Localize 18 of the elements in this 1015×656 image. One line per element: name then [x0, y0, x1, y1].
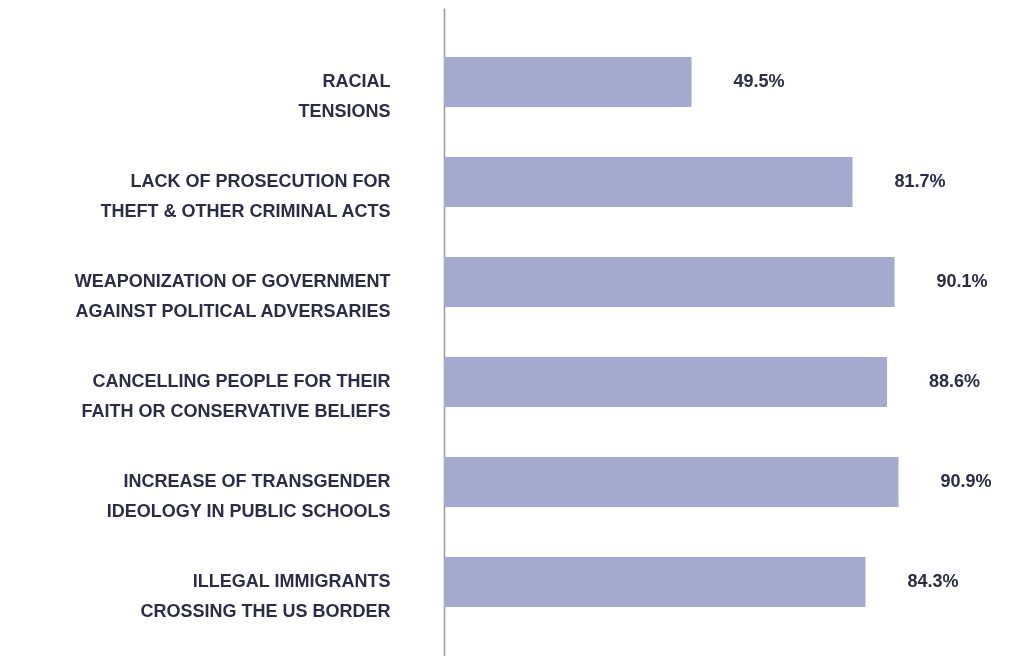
data-label: 90.9% [940, 471, 992, 491]
y-tick-label: LACK OF PROSECUTION FOR THEFT & OTHER CRIMINAL ACTS [100, 171, 391, 221]
data-label: 84.3% [907, 571, 959, 591]
y-tick-label: ILLEGAL IMMIGRANTS CROSSING THE US BORDER [140, 571, 391, 621]
bar [444, 557, 866, 607]
bar [444, 457, 899, 507]
data-label: 81.7% [894, 171, 946, 191]
y-tick-label: WEAPONIZATION OF GOVERNMENT AGAINST POLITICAL ADVERSARIES [74, 271, 391, 321]
y-tick-label: INCREASE OF TRANSGENDER IDEOLOGY IN PUBLIC SCHOOLS [106, 471, 391, 521]
y-tick-label: CANCELLING PEOPLE FOR THEIR FAITH OR CONSERVATIVE BELIEFS [81, 371, 391, 421]
bar [444, 357, 887, 407]
data-label: 90.1% [936, 271, 988, 291]
y-tick-label: RACIAL TENSIONS [298, 71, 391, 121]
data-label: 88.6% [929, 371, 981, 391]
data-label: 49.5% [733, 71, 785, 91]
bar [444, 157, 853, 207]
bar [444, 257, 895, 307]
bar [444, 57, 692, 107]
